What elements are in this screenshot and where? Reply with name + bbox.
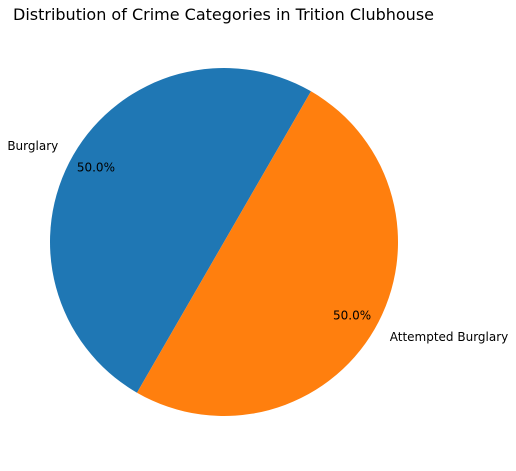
pie-slice-attempted-burglary — [137, 91, 398, 416]
pie-labels: Burglary 50.0% Attempted Burglary 50.0% — [7, 139, 508, 344]
category-label-attempted-burglary: Attempted Burglary — [390, 330, 509, 344]
chart-title: Distribution of Crime Categories in Trit… — [13, 5, 434, 24]
category-label-burglary: Burglary — [7, 139, 58, 153]
pie-slices — [49, 67, 398, 416]
percent-label-burglary: 50.0% — [77, 161, 115, 175]
pie-slice-burglary — [49, 67, 311, 393]
percent-label-attempted-burglary: 50.0% — [333, 308, 371, 322]
